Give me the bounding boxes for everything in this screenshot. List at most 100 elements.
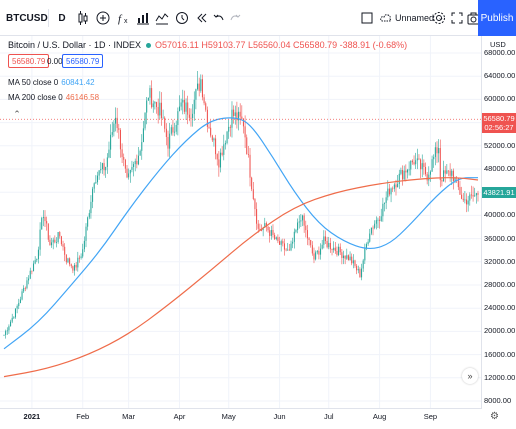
indicator-ma200[interactable]: MA 200 close 0 46146.58 <box>8 93 99 102</box>
candle <box>418 154 420 161</box>
candle <box>361 263 363 281</box>
candle <box>177 107 179 136</box>
fullscreen-icon[interactable] <box>448 0 466 36</box>
candle <box>139 149 141 156</box>
candle <box>292 237 294 249</box>
candle <box>282 238 284 247</box>
price-chart[interactable] <box>0 36 482 408</box>
candle <box>21 288 23 301</box>
candle <box>436 141 438 163</box>
candle <box>272 224 274 238</box>
candle <box>44 210 46 228</box>
candle <box>151 80 153 109</box>
compare-icon[interactable] <box>94 0 112 36</box>
publish-button[interactable]: Publish <box>478 0 516 36</box>
bid-value: 56580.79 <box>12 56 46 66</box>
buy-price-box[interactable]: 56580.79 <box>62 54 104 68</box>
svg-text:f: f <box>118 13 123 25</box>
bar-style-icon[interactable] <box>74 0 92 36</box>
last-price-label: 43821.91 <box>482 187 516 199</box>
candle <box>318 246 320 260</box>
candle <box>239 103 241 125</box>
candle <box>438 139 440 163</box>
chart-settings-icon[interactable]: ⚙ <box>490 411 499 422</box>
settings-icon[interactable] <box>430 0 448 36</box>
snapshot-icon[interactable] <box>464 0 482 36</box>
candle <box>41 216 43 230</box>
candle <box>170 124 172 136</box>
svg-text:x: x <box>124 18 128 25</box>
candle <box>172 119 174 136</box>
ma50-line[interactable] <box>3 117 478 350</box>
candle <box>37 246 39 264</box>
replay-icon[interactable] <box>193 0 211 36</box>
currency-label[interactable]: USD <box>490 40 506 49</box>
candle <box>298 215 300 229</box>
candle <box>103 158 105 176</box>
financials-icon[interactable] <box>134 0 152 36</box>
scroll-to-realtime-icon[interactable]: » <box>462 368 478 384</box>
candle <box>78 255 80 263</box>
sell-price-box[interactable]: 56580.79 <box>8 54 50 68</box>
legend-change: -388.91 (-0.68%) <box>339 40 408 50</box>
spread-value: 0.00 <box>44 54 66 68</box>
price-tick-label: 52000.00 <box>484 140 516 150</box>
candle <box>356 263 358 275</box>
candle <box>205 101 207 112</box>
candle <box>215 134 217 160</box>
candle <box>385 191 387 210</box>
candle <box>183 90 185 115</box>
layout-icon[interactable] <box>358 0 376 36</box>
legend-low: L56560.04 <box>247 40 291 50</box>
candle <box>333 241 335 253</box>
candle <box>433 154 435 168</box>
candle <box>198 77 200 97</box>
candle <box>405 164 407 182</box>
undo-icon[interactable] <box>210 0 228 36</box>
candle <box>165 123 167 146</box>
redo-icon[interactable] <box>226 0 244 36</box>
candle <box>349 251 351 261</box>
collapse-legend-icon[interactable]: ⌃ <box>13 108 21 119</box>
candle <box>95 175 97 184</box>
candle <box>73 262 76 276</box>
candle <box>382 197 384 222</box>
candle <box>213 137 215 147</box>
candle <box>452 168 454 190</box>
candle <box>101 162 103 174</box>
candle <box>316 249 318 255</box>
candle <box>321 239 323 250</box>
candle <box>180 98 182 111</box>
candle <box>111 121 113 138</box>
candle <box>338 243 340 257</box>
symbol-search-button[interactable]: BTCUSD <box>6 0 48 36</box>
candle <box>465 193 468 213</box>
time-tick-label: 2021 <box>23 412 41 421</box>
candle <box>36 258 38 263</box>
candle <box>260 224 263 232</box>
candle <box>334 241 336 254</box>
candle <box>219 148 222 173</box>
candle <box>218 150 220 177</box>
chart-legend: Bitcoin / U.S. Dollar · 1D · INDEX O57016… <box>8 40 407 50</box>
time-axis[interactable] <box>0 408 482 429</box>
candle <box>51 237 53 248</box>
candle <box>77 251 79 272</box>
candle <box>144 112 146 131</box>
price-tick-label: 8000.00 <box>484 396 512 405</box>
ma200-line[interactable] <box>3 177 479 378</box>
indicator-ma50[interactable]: MA 50 close 0 60841.42 <box>8 78 95 87</box>
templates-icon[interactable] <box>153 0 171 36</box>
candle <box>152 100 154 113</box>
candle <box>6 327 8 335</box>
alert-icon[interactable] <box>173 0 191 36</box>
candle <box>329 237 331 253</box>
candle <box>42 210 44 227</box>
interval-button[interactable]: D <box>54 0 70 36</box>
candle <box>67 257 69 264</box>
candle <box>55 237 58 248</box>
layout-name-button[interactable]: Unnamed ⌄ <box>380 0 444 36</box>
candle <box>354 259 356 268</box>
